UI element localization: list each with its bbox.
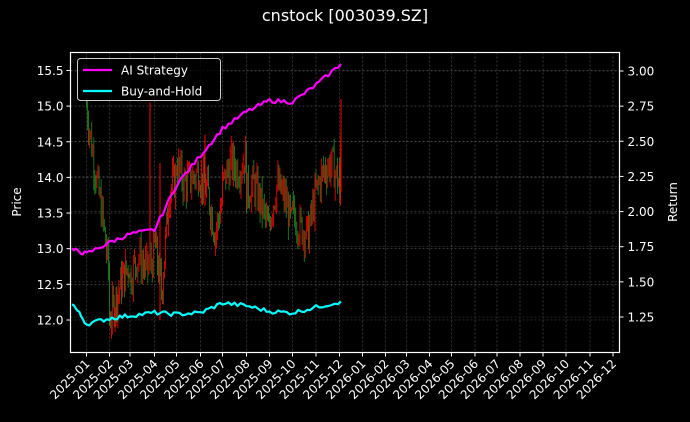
y-axis-right-label: Return — [666, 182, 680, 222]
legend: AI Strategy Buy-and-Hold — [77, 58, 221, 101]
y-left-tick-label: 14.5 — [37, 135, 64, 149]
y-right-tick-label: 2.75 — [628, 100, 655, 114]
y-right-tick-label: 1.50 — [628, 275, 655, 289]
y-left-tick-label: 15.0 — [37, 100, 64, 114]
y-right-tick-label: 2.00 — [628, 205, 655, 219]
chart-title: cnstock [003039.SZ] — [261, 6, 429, 25]
y-left-tick-label: 13.5 — [37, 207, 64, 221]
candlestick-series — [86, 98, 342, 339]
y-right-tick-label: 3.00 — [628, 65, 655, 79]
y-left-tick-label: 13.0 — [37, 242, 64, 256]
y-left-tick-label: 15.5 — [37, 64, 64, 78]
y-axis-left-label: Price — [10, 187, 24, 216]
legend-label-ai-strategy: AI Strategy — [121, 64, 188, 78]
y-right-tick-label: 1.75 — [628, 240, 655, 254]
legend-label-buy-and-hold: Buy-and-Hold — [121, 85, 202, 99]
y-left-tick-label: 12.5 — [37, 278, 64, 292]
y-axis-left: 12.0 12.5 13.0 13.5 14.0 14.5 15.0 15.5 — [37, 64, 71, 328]
x-axis: 2025-012025-022025-032025-042025-052025-… — [47, 352, 619, 402]
y-right-tick-label: 2.25 — [628, 170, 655, 184]
plot-frame — [69, 51, 621, 354]
series-line-ai-strategy — [71, 63, 342, 256]
y-right-tick-label: 1.25 — [628, 311, 655, 325]
return-lines — [71, 63, 342, 327]
y-right-tick-label: 2.50 — [628, 135, 655, 149]
y-left-tick-label: 12.0 — [37, 314, 64, 328]
series-line-buy-and-hold — [71, 300, 342, 327]
y-left-tick-label: 14.0 — [37, 171, 64, 185]
legend-box — [77, 58, 221, 101]
y-axis-right: 1.25 1.50 1.75 2.00 2.25 2.50 2.75 3.00 — [619, 65, 655, 325]
